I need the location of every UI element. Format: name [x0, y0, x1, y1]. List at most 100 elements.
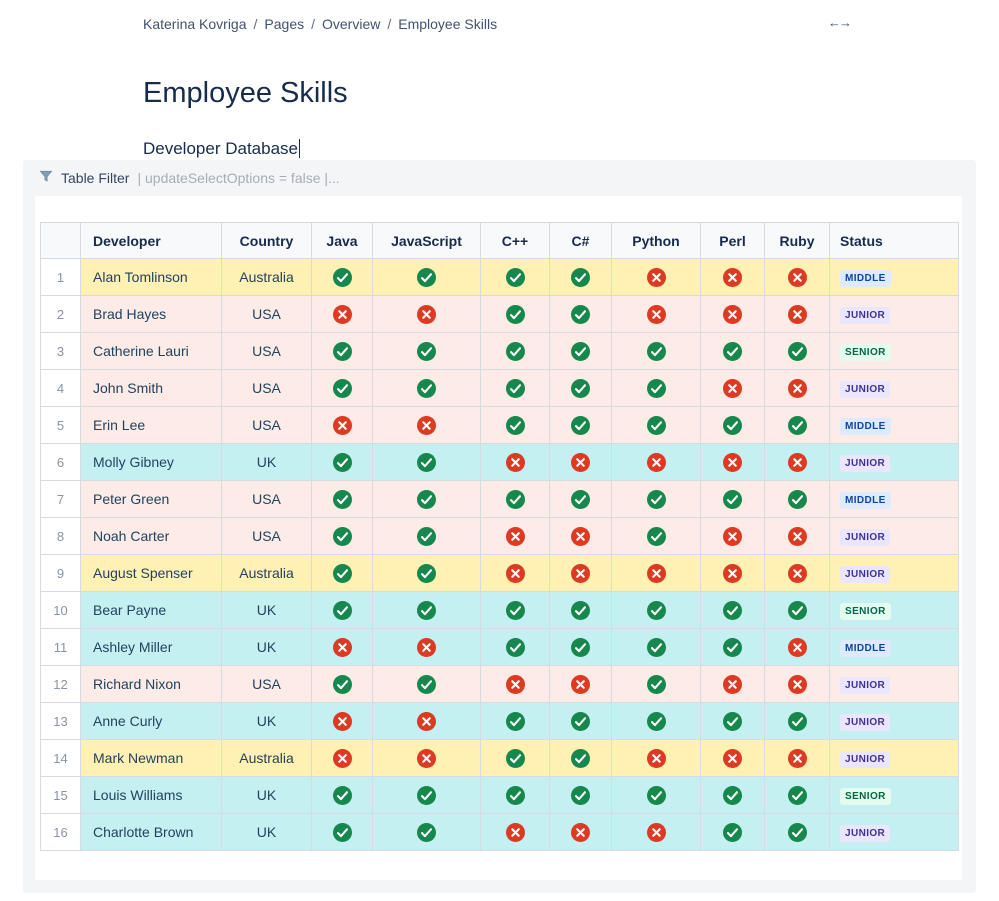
skill-cell-c [480, 369, 550, 407]
cross-icon [787, 452, 807, 472]
column-header-python[interactable]: Python [611, 222, 701, 259]
cross-icon [505, 526, 525, 546]
column-header-ruby[interactable]: Ruby [764, 222, 830, 259]
check-icon [417, 822, 436, 842]
row-number: 2 [40, 295, 81, 333]
macro-header[interactable]: Table Filter | updateSelectOptions = fal… [23, 160, 976, 196]
breadcrumb-item-overview[interactable]: Overview [322, 16, 381, 32]
skill-cell-perl [700, 332, 765, 370]
skill-cell-c [549, 554, 612, 592]
resize-width-icon[interactable]: ←→ [828, 15, 852, 30]
cross-icon [417, 637, 436, 657]
check-icon [571, 489, 590, 509]
cross-icon [787, 304, 807, 324]
column-header-c[interactable]: C++ [480, 222, 550, 259]
check-icon [723, 415, 742, 435]
row-number: 14 [40, 739, 81, 777]
check-icon [646, 674, 666, 694]
status-cell: MIDDLE [829, 258, 959, 296]
check-icon [332, 785, 352, 805]
skill-cell-c [480, 258, 550, 296]
check-icon [571, 304, 590, 324]
column-header-status[interactable]: Status [829, 222, 959, 259]
skill-cell-perl [700, 776, 765, 814]
subtitle-text[interactable]: Developer Database [143, 139, 298, 158]
cross-icon [723, 378, 742, 398]
skill-cell-ruby [764, 628, 830, 666]
table-header-row: Developer Country Java JavaScript C++ C# Pytho… [40, 222, 959, 259]
cross-icon [505, 674, 525, 694]
country-cell: USA [221, 406, 312, 444]
skill-cell-ruby [764, 295, 830, 333]
check-icon [505, 341, 525, 361]
table-row: 11 Ashley Miller UK MIDDLE [40, 628, 959, 666]
check-icon [417, 785, 436, 805]
breadcrumb-item-user[interactable]: Katerina Kovriga [143, 16, 247, 32]
cross-icon [646, 748, 666, 768]
skill-cell-java [311, 554, 373, 592]
skill-cell-java [311, 295, 373, 333]
column-header-country[interactable]: Country [221, 222, 312, 259]
developer-cell: Erin Lee [80, 406, 222, 444]
skill-cell-ruby [764, 517, 830, 555]
developer-cell: Charlotte Brown [80, 813, 222, 851]
skill-cell-javascript [372, 332, 481, 370]
page-title[interactable]: Employee Skills [143, 77, 348, 109]
column-header-java[interactable]: Java [311, 222, 373, 259]
cross-icon [787, 267, 807, 287]
breadcrumb-separator: / [311, 16, 315, 32]
column-header-c[interactable]: C# [549, 222, 612, 259]
skill-cell-perl [700, 369, 765, 407]
check-icon [505, 378, 525, 398]
row-number: 12 [40, 665, 81, 703]
skill-cell-perl [700, 406, 765, 444]
skill-cell-c [480, 406, 550, 444]
check-icon [332, 452, 352, 472]
skill-cell-python [611, 517, 701, 555]
row-number: 4 [40, 369, 81, 407]
skill-cell-ruby [764, 591, 830, 629]
row-number: 7 [40, 480, 81, 518]
cross-icon [417, 711, 436, 731]
skill-cell-c [549, 702, 612, 740]
cross-icon [332, 304, 352, 324]
skill-cell-ruby [764, 332, 830, 370]
check-icon [723, 637, 742, 657]
check-icon [571, 748, 590, 768]
column-header-perl[interactable]: Perl [700, 222, 765, 259]
check-icon [787, 489, 807, 509]
skill-cell-java [311, 443, 373, 481]
skill-cell-java [311, 591, 373, 629]
developer-cell: Brad Hayes [80, 295, 222, 333]
status-cell: SENIOR [829, 332, 959, 370]
column-header-developer[interactable]: Developer [80, 222, 222, 259]
breadcrumb-separator: / [253, 16, 258, 32]
skill-cell-perl [700, 517, 765, 555]
check-icon [723, 600, 742, 620]
check-icon [332, 563, 352, 583]
breadcrumb-item-current[interactable]: Employee Skills [398, 16, 498, 32]
developer-cell: Ashley Miller [80, 628, 222, 666]
skills-table: Developer Country Java JavaScript C++ C# Pytho… [40, 222, 959, 851]
check-icon [505, 748, 525, 768]
check-icon [571, 711, 590, 731]
breadcrumb-item-pages[interactable]: Pages [264, 16, 305, 32]
cross-icon [571, 526, 590, 546]
check-icon [571, 637, 590, 657]
macro-title: Table Filter [61, 170, 130, 186]
check-icon [571, 600, 590, 620]
check-icon [571, 415, 590, 435]
cross-icon [571, 563, 590, 583]
cross-icon [571, 674, 590, 694]
check-icon [571, 378, 590, 398]
skill-cell-javascript [372, 258, 481, 296]
column-header-rownum[interactable] [40, 222, 81, 259]
column-header-javascript[interactable]: JavaScript [372, 222, 481, 259]
status-badge: JUNIOR [840, 380, 891, 398]
macro-params: | updateSelectOptions = false |... [137, 170, 340, 186]
skill-cell-c [480, 480, 550, 518]
skill-cell-c [480, 591, 550, 629]
breadcrumb-separator: / [387, 16, 392, 32]
skill-cell-perl [700, 739, 765, 777]
skill-cell-c [549, 332, 612, 370]
